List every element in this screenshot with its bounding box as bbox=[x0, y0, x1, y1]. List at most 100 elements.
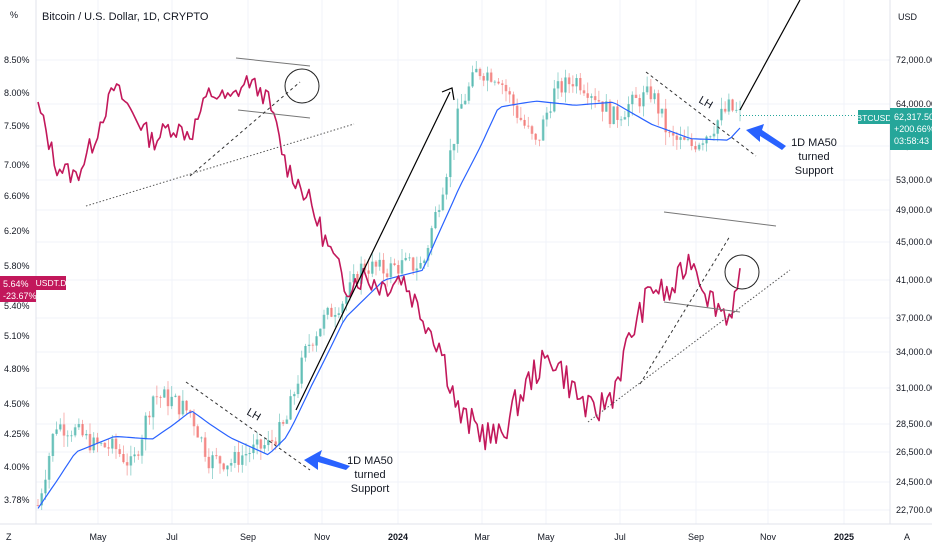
corner-right-label[interactable]: A bbox=[904, 532, 910, 542]
btc-candle bbox=[207, 456, 211, 469]
btc-candle bbox=[174, 395, 177, 397]
chart-title: Bitcoin / U.S. Dollar, 1D, CRYPTO bbox=[42, 11, 209, 23]
btc-candle bbox=[608, 101, 612, 125]
btc-candle bbox=[77, 424, 81, 428]
btc-candles bbox=[36, 61, 742, 510]
btc-candle bbox=[226, 465, 229, 470]
btc-candle bbox=[426, 247, 430, 261]
left-tick-label: 8.50% bbox=[4, 55, 30, 65]
btc-candle bbox=[493, 81, 497, 83]
btc-candle bbox=[486, 72, 489, 81]
btc-candle bbox=[679, 137, 682, 140]
usdt-right-circle-marker bbox=[724, 254, 760, 290]
left-tick-label: 6.20% bbox=[4, 226, 30, 236]
support-right-line2: turned bbox=[798, 151, 829, 163]
btc-candle bbox=[214, 455, 218, 457]
btc-candle bbox=[452, 143, 456, 151]
btc-candle bbox=[278, 422, 281, 445]
support-left-line2: turned bbox=[354, 469, 385, 481]
btc-candle bbox=[274, 441, 278, 445]
btc-candle bbox=[333, 314, 337, 317]
btc-candle bbox=[456, 108, 460, 144]
btc-candle bbox=[125, 462, 129, 466]
btc-candle bbox=[385, 273, 389, 278]
btc-candle bbox=[612, 106, 616, 125]
btc-candle bbox=[229, 463, 233, 466]
btc-candle bbox=[723, 108, 727, 112]
btc-candle bbox=[586, 93, 590, 98]
btc-candle bbox=[281, 422, 285, 424]
btc-candle bbox=[196, 426, 200, 438]
usdt-symbol: USDT.D bbox=[36, 278, 67, 288]
btc-candle bbox=[285, 419, 289, 424]
right-tick-label: 53,000.00 bbox=[896, 175, 932, 185]
btc-candle bbox=[482, 76, 486, 81]
usdt-right-support-trendline bbox=[587, 269, 791, 423]
btc-candle bbox=[515, 105, 519, 118]
percent-scale-icon[interactable]: % bbox=[10, 10, 18, 20]
right-tick-label: 49,000.00 bbox=[896, 205, 932, 215]
support-right-line1: 1D MA50 bbox=[791, 137, 837, 149]
btc-candle bbox=[144, 415, 148, 440]
btc-candle bbox=[374, 261, 378, 267]
x-tick-label: Nov bbox=[314, 532, 331, 542]
btc-candle bbox=[389, 263, 393, 278]
btc-candle bbox=[623, 117, 627, 120]
btc-candle bbox=[170, 396, 174, 407]
btc-candle bbox=[88, 433, 92, 451]
right-tick-label: 28,500.00 bbox=[896, 419, 932, 429]
btc-candle bbox=[311, 344, 315, 346]
x-tick-label: 2024 bbox=[388, 532, 408, 542]
left-tick-label: 7.50% bbox=[4, 121, 30, 131]
btc-candle bbox=[58, 424, 62, 430]
btc-candle bbox=[500, 83, 504, 85]
btc-candle bbox=[96, 437, 99, 444]
usdt-badge: 5.64% -23.67% USDT.D bbox=[0, 276, 66, 302]
btc-candle bbox=[166, 389, 170, 407]
x-axis-ticks: May Jul Sep Nov 2024 Mar May Jul Sep Nov 2025 bbox=[89, 532, 854, 542]
btc-candle bbox=[556, 81, 560, 89]
btc-candle bbox=[103, 442, 107, 448]
btc-candle bbox=[266, 439, 270, 446]
left-tick-label: 5.80% bbox=[4, 261, 30, 271]
btc-candle bbox=[422, 260, 426, 264]
btc-candle bbox=[211, 455, 214, 469]
btc-candle bbox=[519, 117, 523, 120]
corner-left-label[interactable]: Z bbox=[6, 532, 12, 542]
left-tick-label: 8.00% bbox=[4, 88, 30, 98]
btc-price-badge: BTCUSD 62,317.50 +200.66% 03:58:43 bbox=[857, 108, 932, 150]
btc-candle bbox=[549, 111, 552, 113]
btc-candle bbox=[148, 415, 151, 418]
series-lines bbox=[37, 75, 890, 509]
usdt-dashed-trendline bbox=[189, 81, 301, 177]
btc-candle bbox=[411, 257, 415, 271]
btc-candle bbox=[393, 263, 396, 266]
btc-candle bbox=[177, 395, 181, 415]
btc-candle bbox=[259, 439, 263, 449]
btc-candle bbox=[73, 427, 77, 436]
btc-price-bg bbox=[890, 108, 932, 150]
btc-price-value: 62,317.50 bbox=[894, 112, 932, 122]
btc-candle bbox=[378, 259, 382, 267]
usdt-right-channel-bottom bbox=[663, 301, 741, 313]
btc-candle bbox=[504, 84, 508, 92]
x-tick-label: 2025 bbox=[834, 532, 854, 542]
usdt-change: -23.67% bbox=[3, 291, 37, 301]
btc-candle bbox=[55, 429, 58, 434]
btc-candle bbox=[341, 303, 344, 314]
left-tick-label: 5.40% bbox=[4, 301, 30, 311]
btc-candle bbox=[538, 139, 541, 141]
btc-lh-dashed-left bbox=[185, 381, 311, 471]
btc-candle bbox=[122, 454, 125, 463]
btc-countdown: 03:58:43 bbox=[894, 136, 929, 146]
btc-candle bbox=[731, 99, 734, 111]
right-tick-label: 26,500.00 bbox=[896, 447, 932, 457]
btc-candle bbox=[419, 263, 422, 269]
btc-candle bbox=[437, 210, 441, 212]
x-tick-label: Nov bbox=[760, 532, 777, 542]
left-tick-label: 6.60% bbox=[4, 191, 30, 201]
btc-candle bbox=[616, 106, 619, 120]
annotations bbox=[85, 0, 801, 471]
